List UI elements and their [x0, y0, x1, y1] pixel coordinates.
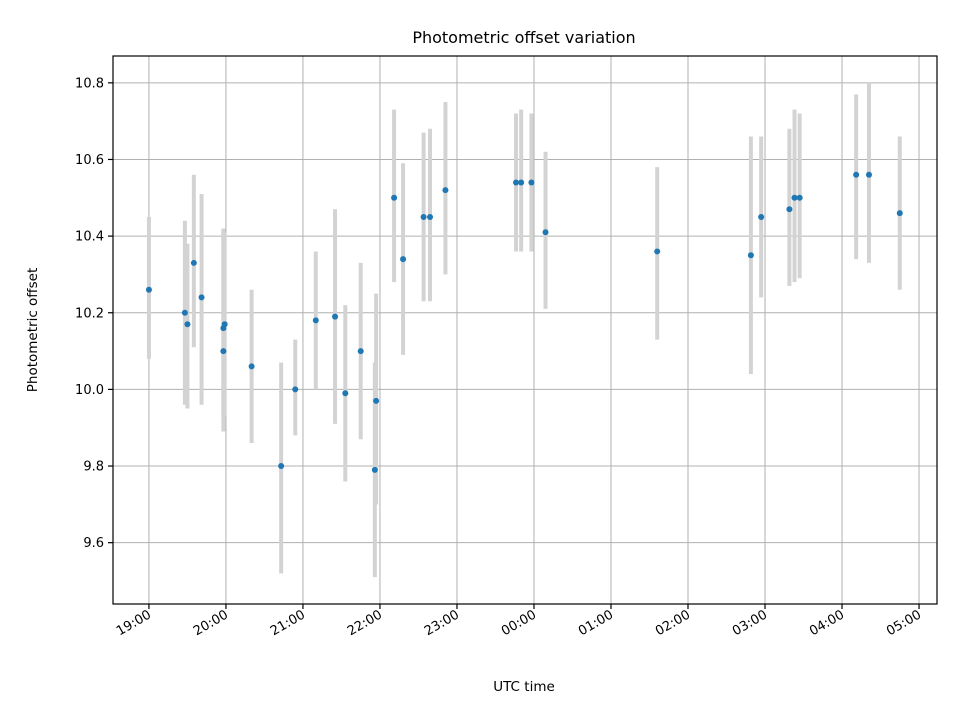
y-tick-label: 10.6 [75, 153, 104, 168]
x-axis-ticks: 19:00 20:00 21:00 22:00 23:00 00:00 01:00 02:00… [114, 604, 924, 639]
plot-frame [112, 55, 938, 605]
data-point [373, 397, 380, 404]
data-point [342, 390, 349, 397]
data-point [332, 313, 339, 320]
data-point [791, 194, 798, 201]
data-point [312, 317, 319, 324]
data-point [853, 171, 860, 178]
data-point [181, 309, 188, 316]
x-tick-label: 02:00 [653, 607, 693, 639]
data-point [248, 363, 255, 370]
y-tick-label: 10.8 [75, 76, 104, 91]
x-axis-label: UTC time [493, 679, 555, 695]
x-tick-label: 19:00 [114, 607, 154, 639]
x-tick-label: 00:00 [499, 607, 539, 639]
data-point [542, 229, 549, 236]
data-point [278, 463, 285, 470]
x-tick-label: 20:00 [191, 607, 231, 639]
data-point [786, 206, 793, 213]
chart-title: Photometric offset variation [412, 28, 635, 47]
data-point [513, 179, 520, 186]
x-tick-label: 05:00 [884, 607, 924, 639]
data-point [292, 386, 299, 393]
x-tick-label: 03:00 [730, 607, 770, 639]
data-point [145, 286, 152, 293]
data-points [145, 171, 903, 473]
data-point [400, 256, 407, 263]
error-bars [146, 82, 902, 578]
x-tick-label: 22:00 [345, 607, 385, 639]
grid [113, 56, 937, 604]
data-point [528, 179, 535, 186]
data-point [747, 252, 754, 259]
y-tick-label: 10.2 [75, 306, 104, 321]
data-point [442, 187, 449, 194]
data-point [654, 248, 661, 255]
data-point [371, 466, 378, 473]
data-point [357, 348, 364, 355]
data-point [865, 171, 872, 178]
x-tick-label: 23:00 [422, 607, 462, 639]
x-tick-label: 01:00 [576, 607, 616, 639]
data-point [758, 213, 765, 220]
data-point [518, 179, 525, 186]
data-point [391, 194, 398, 201]
data-point [427, 213, 434, 220]
y-axis-label: Photometric offset [25, 268, 41, 392]
y-tick-label: 9.8 [83, 460, 104, 475]
x-tick-label: 04:00 [807, 607, 847, 639]
data-point [796, 194, 803, 201]
y-tick-label: 10.0 [75, 383, 104, 398]
data-point [221, 321, 228, 328]
y-axis-ticks: 9.6 9.8 10.0 10.2 10.4 10.6 10.8 [75, 76, 113, 551]
data-point [190, 259, 197, 266]
data-point [420, 213, 427, 220]
data-point [220, 348, 227, 355]
data-point [198, 294, 205, 301]
x-tick-label: 21:00 [268, 607, 308, 639]
data-point [184, 321, 191, 328]
y-tick-label: 9.6 [83, 536, 104, 551]
y-tick-label: 10.4 [75, 230, 104, 245]
data-point [896, 210, 903, 217]
